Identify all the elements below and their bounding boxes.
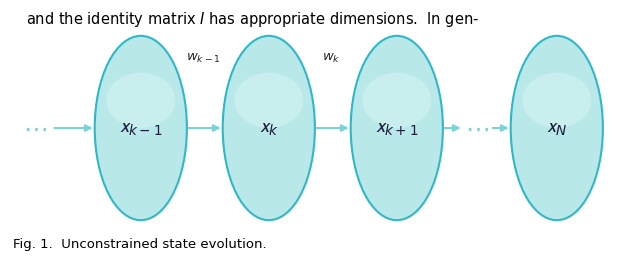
Ellipse shape: [95, 36, 187, 220]
Ellipse shape: [522, 73, 591, 128]
Ellipse shape: [223, 36, 315, 220]
Text: $\mathcal{x}_{k+1}$: $\mathcal{x}_{k+1}$: [375, 119, 419, 137]
Text: $\cdots$: $\cdots$: [23, 116, 47, 140]
Ellipse shape: [362, 73, 431, 128]
Text: $\mathcal{x}_{k-1}$: $\mathcal{x}_{k-1}$: [119, 119, 163, 137]
Text: $\mathcal{x}_{k}$: $\mathcal{x}_{k}$: [259, 119, 278, 137]
Ellipse shape: [234, 73, 303, 128]
Text: and the identity matrix $I$ has appropriate dimensions.  In gen-: and the identity matrix $I$ has appropri…: [26, 10, 479, 29]
Ellipse shape: [351, 36, 443, 220]
Text: $w_{k-1}$: $w_{k-1}$: [186, 52, 221, 65]
Text: $\mathcal{x}_{N}$: $\mathcal{x}_{N}$: [546, 119, 568, 137]
Text: Fig. 1.  Unconstrained state evolution.: Fig. 1. Unconstrained state evolution.: [13, 238, 266, 251]
Ellipse shape: [511, 36, 603, 220]
Text: $w_{k}$: $w_{k}$: [323, 52, 340, 65]
Ellipse shape: [106, 73, 175, 128]
Text: $\cdots$: $\cdots$: [465, 116, 489, 140]
